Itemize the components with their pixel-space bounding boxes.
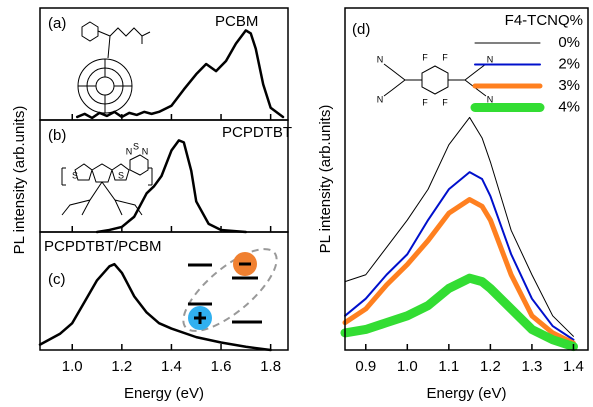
x-tick-label: 1.1 [438, 358, 459, 375]
x-tick-label: 1.4 [563, 358, 584, 375]
pcbm-structure [78, 22, 150, 113]
data-line [345, 172, 573, 340]
pcpdtbt-structure: S S S N N [62, 141, 152, 215]
atom-label: N [377, 94, 384, 104]
sample-label: PCBM [215, 13, 258, 30]
energy-diagram [171, 236, 288, 344]
sample-label: PCPDTBT/PCBM [44, 238, 162, 255]
y-axis-label: PL intensity (arb.units) [11, 106, 28, 255]
x-tick-label: 1.4 [161, 358, 182, 375]
atom-label: N [377, 54, 384, 64]
atom-label: F [422, 97, 428, 107]
x-tick-label: 1.0 [62, 358, 83, 375]
atom-label: N [487, 54, 494, 64]
x-tick-label: 1.8 [260, 358, 281, 375]
panel-label: (c) [48, 271, 66, 288]
legend-label: 3% [558, 77, 580, 94]
x-tick-label: 1.0 [397, 358, 418, 375]
atom-label: F [422, 52, 428, 62]
data-line [77, 30, 283, 118]
legend-label: 2% [558, 55, 580, 72]
atom-label: F [442, 97, 448, 107]
atom-label: N [126, 146, 133, 156]
legend-label: 4% [558, 98, 580, 115]
atom-label: S [72, 170, 78, 180]
data-line [345, 117, 573, 336]
x-tick-label: 1.2 [480, 358, 501, 375]
x-axis-label: Energy (eV) [124, 385, 204, 402]
sample-label: PCPDTBT [222, 124, 292, 141]
atom-label: S [133, 141, 139, 151]
x-tick-label: 0.9 [355, 358, 376, 375]
panel-label: (d) [352, 21, 370, 38]
x-axis-label: Energy (eV) [426, 385, 506, 402]
figure: S S S N N N N N N F F F F (a) PCBM (b) PCPD… [0, 0, 593, 407]
x-tick-label: 1.2 [111, 358, 132, 375]
x-tick-label: 1.3 [521, 358, 542, 375]
f4tcnq-structure: N N N N F F F F [377, 52, 494, 107]
atom-label: N [487, 94, 494, 104]
atom-label: N [142, 146, 149, 156]
atom-label: F [442, 52, 448, 62]
panel-label: (a) [48, 15, 66, 32]
legend-title: F4-TCNQ% [505, 12, 583, 29]
data-line [97, 140, 246, 232]
panel-label: (b) [48, 127, 66, 144]
legend-label: 0% [558, 34, 580, 51]
atom-label: S [118, 170, 124, 180]
y-axis-label: PL intensity (arb.units) [317, 105, 334, 254]
x-tick-label: 1.6 [211, 358, 232, 375]
